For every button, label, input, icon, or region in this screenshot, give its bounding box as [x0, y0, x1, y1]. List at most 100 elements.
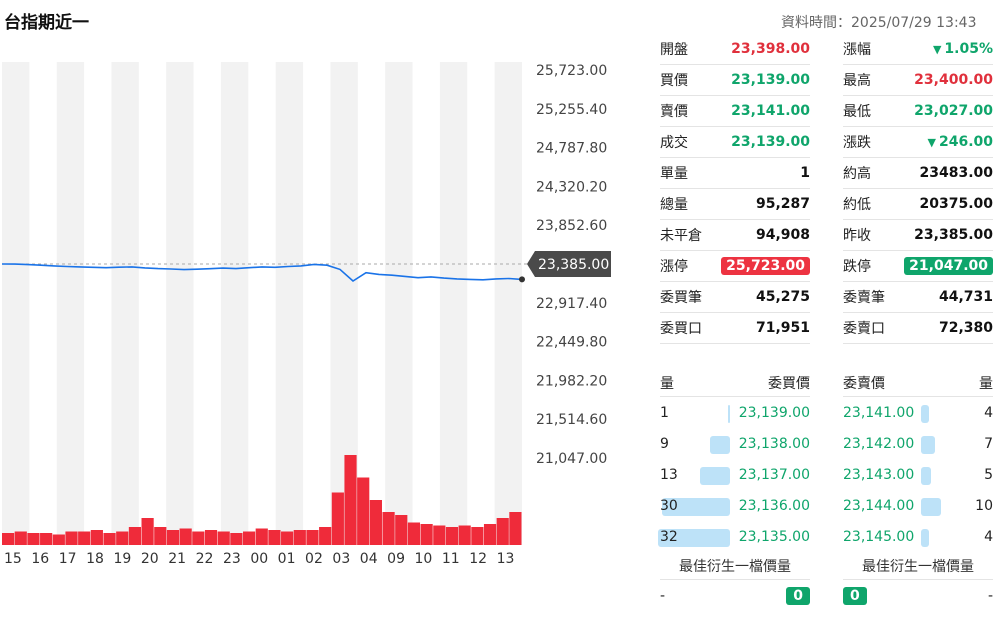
quote-left-row: 總量 95,287 [660, 189, 810, 220]
chart-band [494, 62, 522, 545]
quote-left-label: 委買筆 [660, 290, 702, 306]
y-tick-label: 23,852.60 [536, 218, 607, 234]
reference-price-label: 23,385.00 [538, 257, 609, 273]
volume-bar [306, 530, 319, 545]
quote-right-label: 約低 [843, 197, 871, 213]
ask-qty: 4 [984, 528, 993, 545]
quote-right-value: 72,380 [939, 320, 993, 336]
bid-price[interactable]: 23,135.00 [738, 528, 810, 545]
quote-left-value: 95,287 [756, 196, 810, 212]
x-tick-label: 10 [415, 551, 433, 567]
bid-qty: 30 [660, 497, 678, 514]
down-triangle-icon: ▼ [932, 43, 942, 56]
ask-price[interactable]: 23,144.00 [843, 497, 915, 514]
bid-row: 13 23,137.00 [660, 459, 810, 490]
quote-left-label: 委買口 [660, 321, 702, 337]
quote-left-label: 買價 [660, 73, 688, 89]
bid-depth-bar [658, 529, 730, 547]
data-time-label: 資料時間： [781, 15, 851, 31]
x-tick-label: 03 [332, 551, 350, 567]
bid-qty: 9 [660, 435, 669, 452]
bid-row: 30 23,136.00 [660, 490, 810, 521]
ask-price[interactable]: 23,141.00 [843, 404, 915, 421]
volume-bar [395, 515, 408, 545]
volume-bar [78, 531, 91, 545]
quote-left-value-text: 23,398.00 [731, 41, 810, 57]
y-tick-label: 24,320.20 [536, 179, 607, 195]
quote-panel-left: 開盤 23,398.00 買價 23,139.00 賣價 23,141.00 成交 23,13… [660, 34, 810, 344]
volume-bar [90, 530, 103, 545]
quote-right-value-text: 44,731 [938, 289, 993, 305]
quote-right-label: 最低 [843, 104, 871, 120]
x-tick-label: 21 [168, 551, 186, 567]
ask-price[interactable]: 23,143.00 [843, 466, 915, 483]
volume-bar [128, 527, 142, 545]
volume-bar [166, 530, 180, 545]
quote-left-value: 23,141.00 [731, 103, 810, 119]
quote-right-value: 23,400.00 [914, 72, 993, 88]
ask-price[interactable]: 23,145.00 [843, 528, 915, 545]
bid-qty: 32 [660, 528, 678, 545]
quote-right-value-text: 23,400.00 [914, 72, 993, 88]
quote-right-value: 23,027.00 [914, 103, 993, 119]
volume-bar [217, 531, 230, 545]
quote-right-value-text: 23,385.00 [914, 227, 993, 243]
bid-header: 量 委買價 [660, 369, 810, 397]
bid-depth-bar [700, 467, 730, 485]
quote-left-value-text: 23,141.00 [731, 103, 810, 119]
quote-left-row: 成交 23,139.00 [660, 127, 810, 158]
quote-left-value: 94,908 [756, 227, 810, 243]
x-tick-label: 11 [442, 551, 460, 567]
best-bid-price: - [660, 588, 666, 604]
quote-right-value-text: 23,027.00 [914, 103, 993, 119]
quote-left-value: 71,951 [756, 320, 810, 336]
volume-bar [14, 531, 27, 545]
best-bid-qty: 0 [786, 587, 810, 605]
quote-right-row: 約低 20375.00 [843, 189, 993, 220]
y-tick-label: 21,514.60 [536, 412, 607, 428]
x-tick-label: 02 [305, 551, 323, 567]
quote-left-value-text: 25,723.00 [726, 258, 805, 274]
quote-left-row: 委買筆 45,275 [660, 282, 810, 313]
page-title: 台指期近一 [4, 13, 89, 33]
quote-right-value: 21,047.00 [904, 257, 993, 275]
quote-right-value-text: 72,380 [938, 320, 993, 336]
quote-left-value: 23,398.00 [731, 41, 810, 57]
quote-right-value: 23,385.00 [914, 227, 993, 243]
ask-qty: 5 [984, 466, 993, 483]
price-chart[interactable]: 25,723.00 25,255.40 24,787.80 24,320.20 23,8… [0, 58, 620, 578]
bid-depth-bar [662, 498, 730, 516]
chart-band [439, 62, 468, 545]
x-tick-label: 17 [59, 551, 77, 567]
volume-bar [369, 500, 382, 545]
volume-bar [445, 527, 459, 545]
quote-left-label: 單量 [660, 166, 688, 182]
ask-row: 23,143.00 5 [843, 459, 993, 490]
volume-bar [40, 533, 53, 545]
best-ask-row: 0 - [843, 580, 993, 612]
quote-left-label: 賣價 [660, 104, 688, 120]
volume-bar [433, 525, 446, 545]
ask-price[interactable]: 23,142.00 [843, 435, 915, 452]
volume-bar [141, 518, 154, 545]
bid-price[interactable]: 23,139.00 [738, 404, 810, 421]
y-tick-label: 21,047.00 [536, 451, 607, 467]
bid-price[interactable]: 23,138.00 [738, 435, 810, 452]
quote-left-label: 未平倉 [660, 228, 702, 244]
x-tick-label: 19 [113, 551, 131, 567]
bid-price[interactable]: 23,137.00 [738, 466, 810, 483]
bid-price[interactable]: 23,136.00 [738, 497, 810, 514]
best-ask-label: 最佳衍生一檔價量 [843, 552, 993, 580]
volume-bar [496, 518, 509, 545]
x-tick-label: 12 [469, 551, 487, 567]
quote-right-row: 最高 23,400.00 [843, 65, 993, 96]
quote-left-row: 開盤 23,398.00 [660, 34, 810, 65]
quote-left-row: 賣價 23,141.00 [660, 96, 810, 127]
chart-band [166, 62, 194, 545]
volume-bar [179, 528, 192, 545]
ask-price-header: 委賣價 [843, 375, 885, 392]
chart-band [2, 62, 30, 545]
bid-row: 32 23,135.00 [658, 521, 810, 552]
quote-left-value: 23,139.00 [731, 134, 810, 150]
volume-bar [471, 527, 484, 545]
